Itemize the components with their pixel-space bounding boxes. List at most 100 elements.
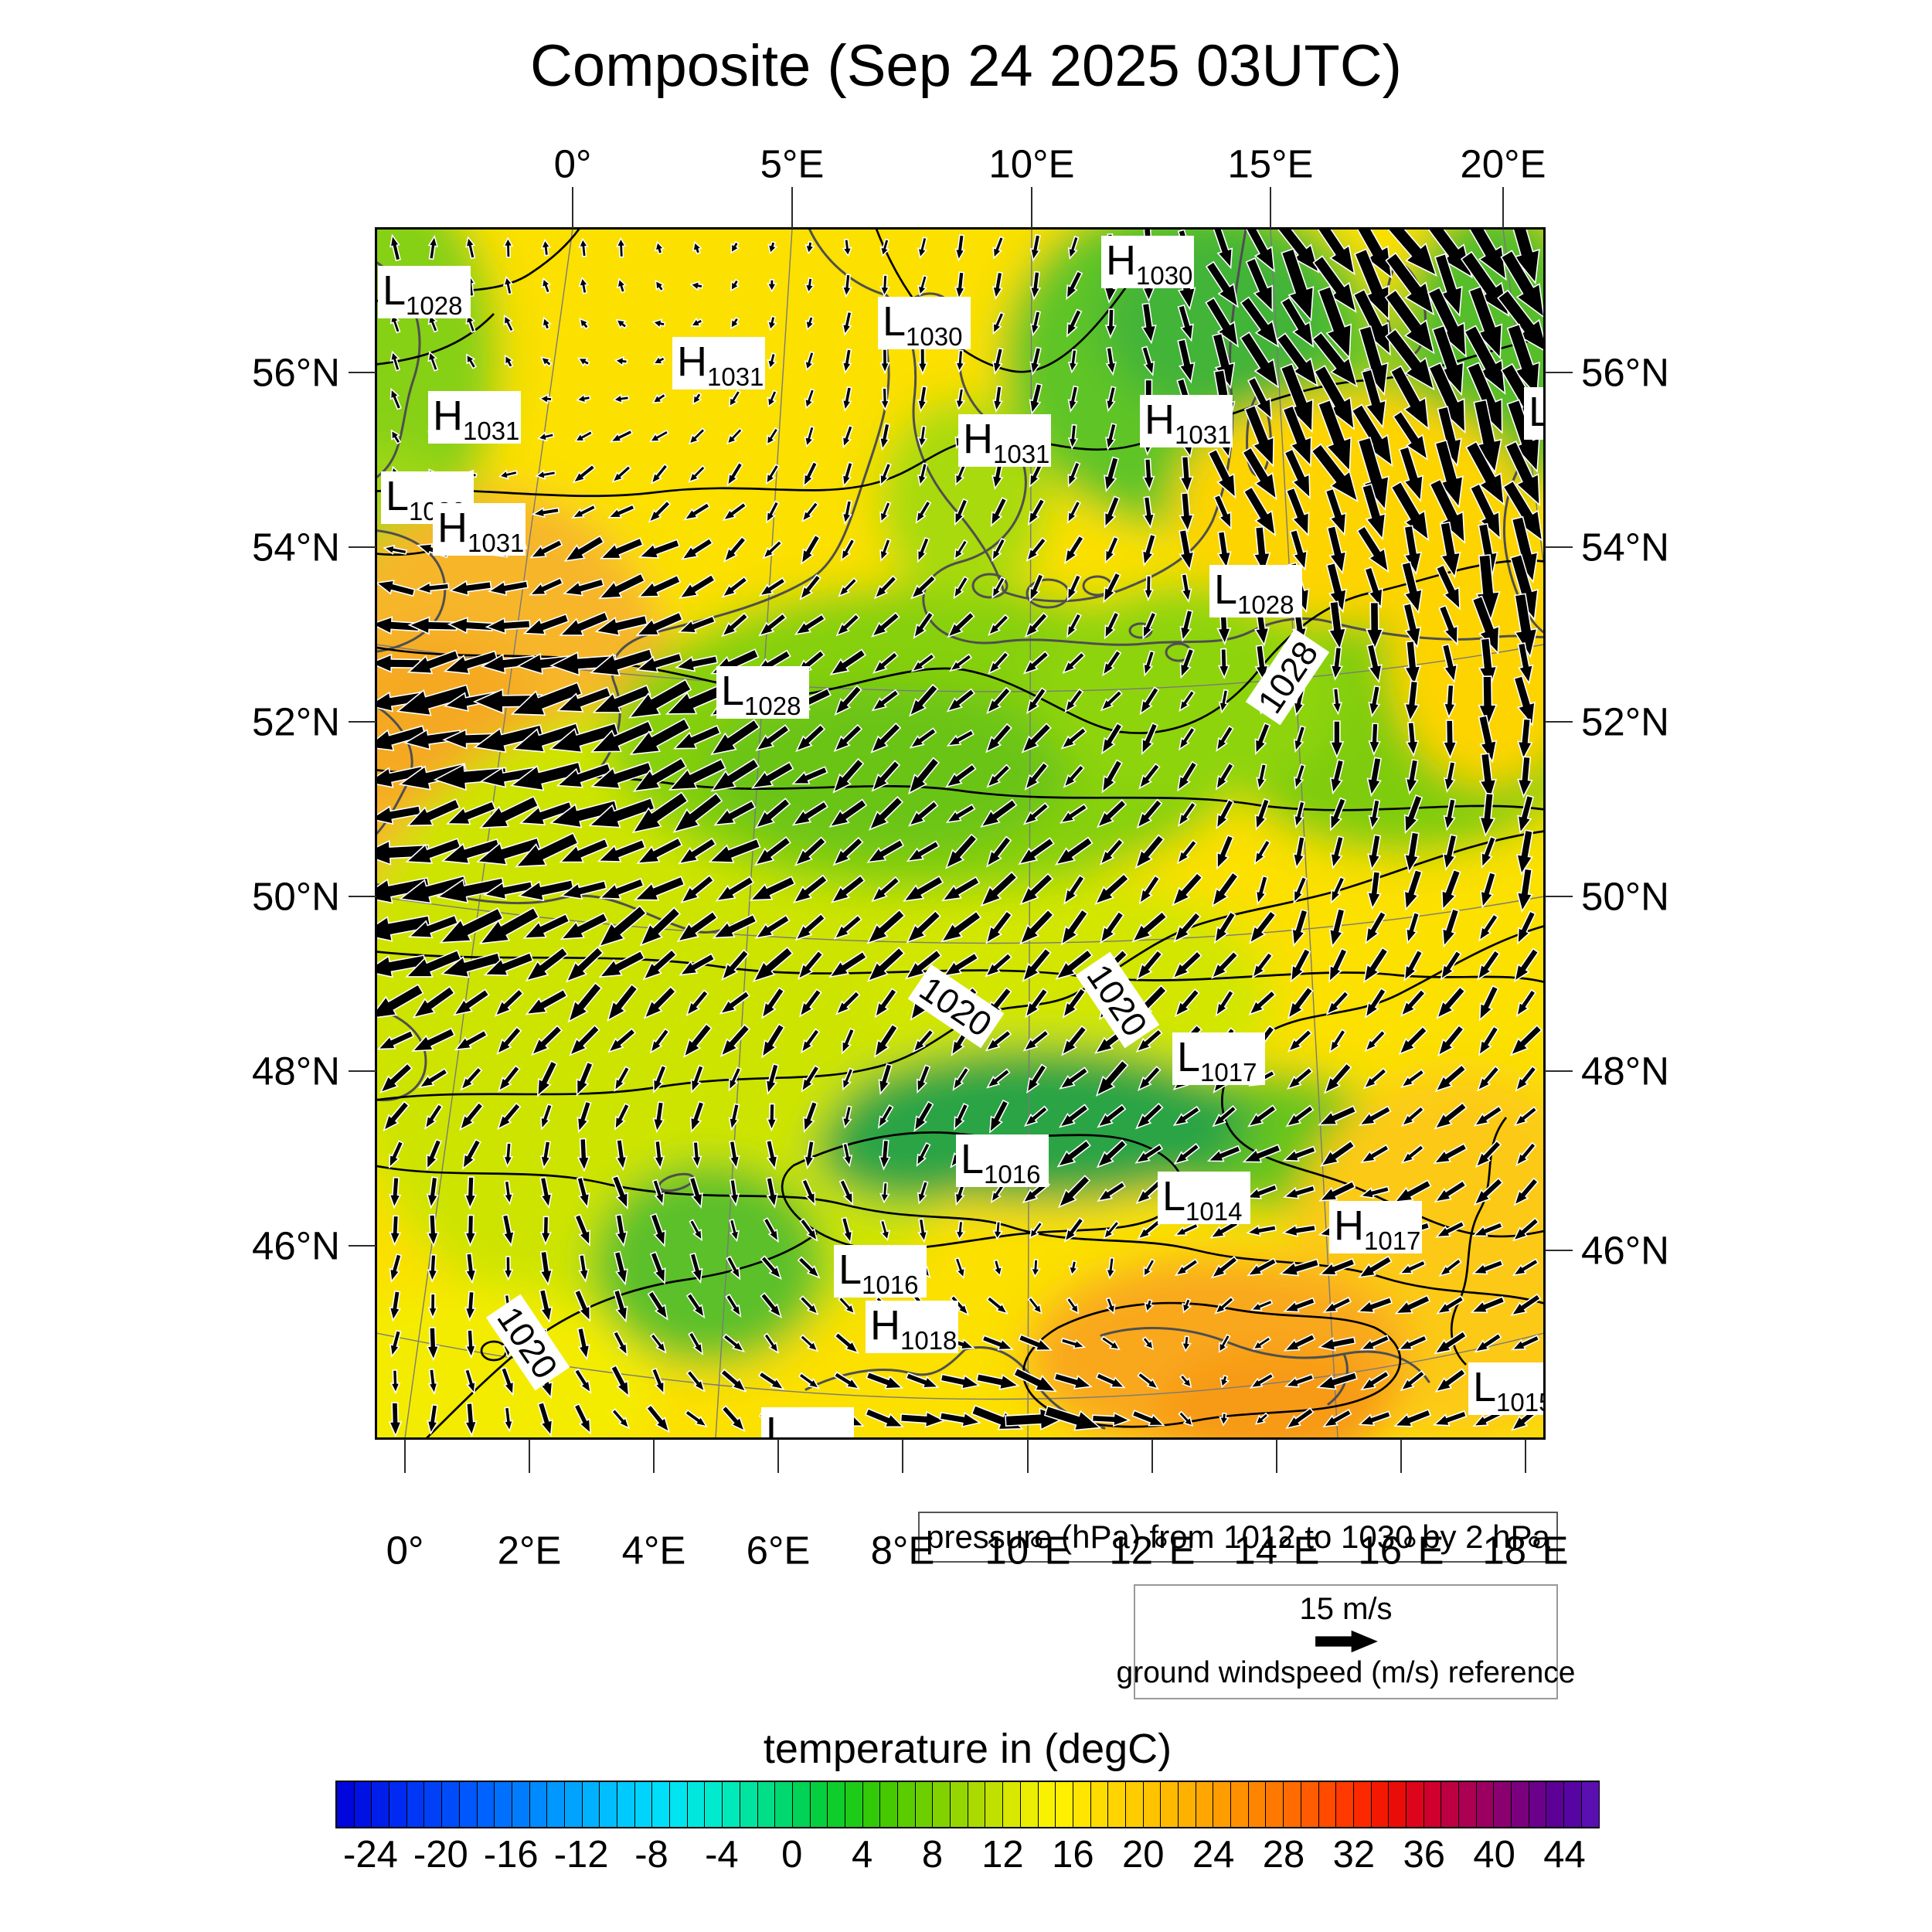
top-axis-tick xyxy=(1031,187,1032,229)
wind-arrow-icon xyxy=(1435,564,1461,611)
wind-arrow-icon xyxy=(1400,1105,1425,1127)
wind-arrow-icon xyxy=(1136,949,1163,981)
wind-arrow-icon xyxy=(1043,1405,1102,1431)
wind-arrow-icon xyxy=(908,800,939,827)
colorbar-cell xyxy=(1494,1782,1512,1827)
wind-arrow-icon xyxy=(761,987,785,1019)
wind-arrow-icon xyxy=(835,990,861,1015)
bottom-axis-tick xyxy=(653,1439,655,1473)
wind-arrow-icon xyxy=(831,874,866,903)
wind-arrow-icon xyxy=(1029,270,1042,301)
wind-arrow-icon xyxy=(1434,439,1464,509)
wind-arrow-icon xyxy=(672,792,723,833)
wind-arrow-icon xyxy=(578,237,589,257)
wind-arrow-icon xyxy=(1066,1297,1080,1315)
wind-arrow-icon xyxy=(712,913,757,939)
wind-arrow-icon xyxy=(559,611,610,636)
wind-arrow-icon xyxy=(1313,365,1355,430)
wind-arrow-icon xyxy=(1104,456,1120,493)
top-axis-label: 10°E xyxy=(988,141,1075,186)
wind-arrow-icon xyxy=(539,1288,553,1324)
wind-arrow-icon xyxy=(975,1372,1020,1390)
wind-arrow-icon xyxy=(541,277,552,294)
left-axis-label: 52°N xyxy=(252,699,340,744)
wind-arrow-icon xyxy=(1095,1060,1129,1097)
wind-arrow-icon xyxy=(950,1294,970,1316)
wind-arrow-icon xyxy=(1023,1105,1049,1127)
wind-arrow-icon xyxy=(683,1022,713,1058)
wind-arrow-icon xyxy=(1214,1296,1235,1315)
wind-arrow-icon xyxy=(1368,685,1381,718)
wind-arrow-icon xyxy=(576,393,591,404)
wind-arrow-icon xyxy=(460,1066,483,1091)
pressure-centre-label-l: L1030 xyxy=(381,471,474,526)
bottom-axis-label: 2°E xyxy=(497,1528,562,1573)
wind-arrow-icon xyxy=(1513,1177,1539,1206)
wind-arrow-icon xyxy=(1433,1410,1468,1427)
wind-arrow-icon xyxy=(838,1296,855,1315)
wind-arrow-icon xyxy=(766,279,777,293)
colorbar-cell xyxy=(1284,1782,1301,1827)
wind-arrow-icon xyxy=(1470,1296,1505,1314)
wind-arrow-icon xyxy=(577,357,590,367)
wind-arrow-icon xyxy=(1294,764,1306,791)
wind-arrow-icon xyxy=(879,1139,891,1171)
wind-reference-arrow-icon xyxy=(1315,1630,1378,1653)
wind-arrow-icon xyxy=(633,876,685,901)
pressure-centre-label-h: H1031 xyxy=(1140,395,1233,449)
wind-arrow-icon xyxy=(1134,1143,1164,1164)
wind-arrow-icon xyxy=(1216,834,1234,870)
wind-arrow-icon xyxy=(797,950,824,981)
wind-speed-label: 15 m/s xyxy=(1299,1592,1393,1626)
wind-arrow-icon xyxy=(945,833,978,869)
bottom-axis-label: 18°E xyxy=(1482,1528,1569,1573)
wind-arrow-icon xyxy=(954,1257,966,1280)
wind-arrow-icon xyxy=(1062,987,1087,1019)
wind-arrow-icon xyxy=(412,985,455,1019)
bottom-axis-tick xyxy=(1400,1439,1402,1473)
wind-arrow-icon xyxy=(758,612,787,637)
wind-arrow-icon xyxy=(536,1060,558,1097)
colorbar-title: temperature in (degC) xyxy=(763,1726,1172,1772)
wind-arrow-icon xyxy=(1141,345,1155,376)
wind-arrow-icon xyxy=(1515,988,1537,1018)
wind-arrow-icon xyxy=(946,688,976,713)
colorbar-tick-label: 0 xyxy=(781,1834,803,1876)
wind-arrow-icon xyxy=(426,1176,439,1209)
colorbar-cell xyxy=(495,1782,512,1827)
wind-arrow-icon xyxy=(828,798,868,828)
wind-arrow-icon xyxy=(1063,1216,1084,1243)
wind-arrow-icon xyxy=(986,835,1012,868)
wind-arrow-icon xyxy=(1283,1333,1316,1352)
wind-arrow-icon xyxy=(804,277,815,294)
wind-arrow-icon xyxy=(834,685,862,716)
wind-arrow-icon xyxy=(1104,308,1117,339)
wind-arrow-icon xyxy=(1030,1259,1041,1278)
wind-arrow-icon xyxy=(1478,985,1499,1022)
wind-arrow-icon xyxy=(636,837,683,865)
wind-arrow-icon xyxy=(1022,650,1049,675)
wind-arrow-icon xyxy=(1247,376,1273,420)
wind-arrow-icon xyxy=(871,876,900,903)
wind-arrow-icon xyxy=(866,909,906,944)
wind-arrow-icon xyxy=(799,1334,819,1352)
wind-arrow-icon xyxy=(992,576,1006,599)
wind-arrow-icon xyxy=(497,1102,522,1131)
wind-arrow-icon xyxy=(1497,289,1544,354)
wind-arrow-icon xyxy=(917,236,928,260)
wind-arrow-icon xyxy=(766,1103,777,1132)
wind-arrow-icon xyxy=(689,281,703,291)
left-axis-tick xyxy=(349,896,376,897)
wind-arrow-icon xyxy=(946,729,975,747)
wind-arrow-icon xyxy=(713,800,757,826)
wind-arrow-icon xyxy=(452,988,490,1016)
wind-arrow-icon xyxy=(1326,525,1347,575)
wind-arrow-icon xyxy=(1359,1185,1390,1199)
colorbar-tick-label: 28 xyxy=(1262,1834,1305,1876)
wind-arrow-icon xyxy=(1328,908,1345,948)
wind-arrow-icon xyxy=(396,684,471,716)
wind-arrow-icon xyxy=(539,393,553,405)
wind-arrow-icon xyxy=(614,1066,631,1092)
wind-arrow-icon xyxy=(986,1295,1009,1315)
wind-arrow-icon xyxy=(1030,310,1041,337)
